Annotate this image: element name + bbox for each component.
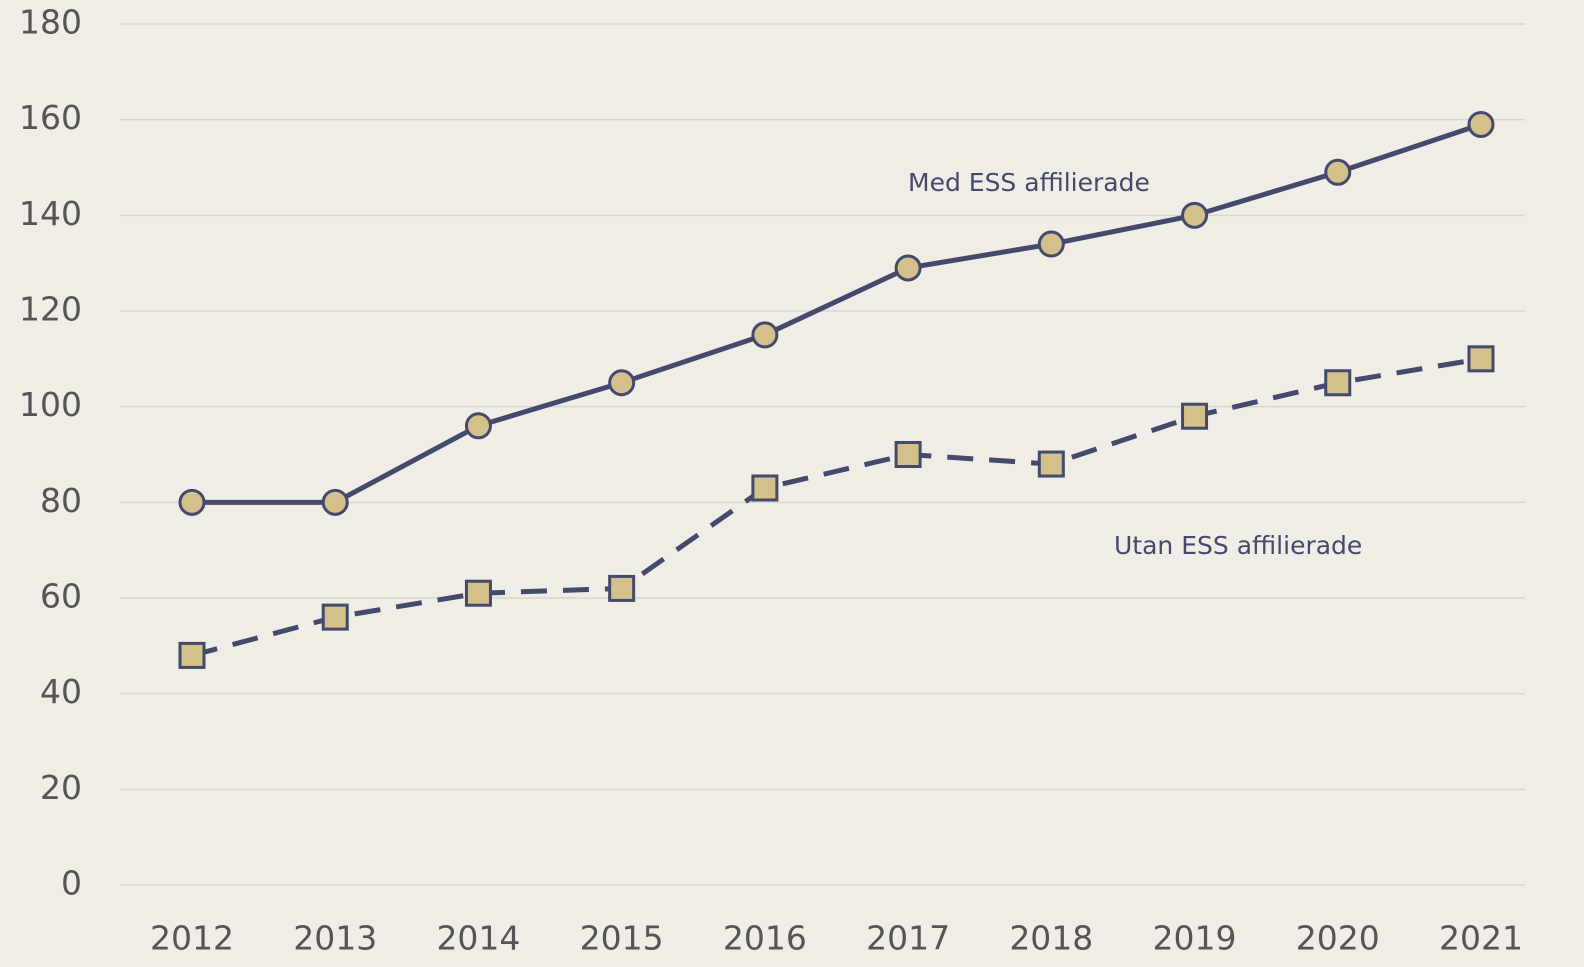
marker <box>464 579 492 607</box>
x-tick-label: 2012 <box>150 919 234 958</box>
x-tick-label: 2013 <box>293 919 377 958</box>
marker <box>464 412 492 440</box>
series-line <box>192 122 1482 505</box>
x-tick-label: 2016 <box>723 919 807 958</box>
x-tick-label: 2019 <box>1153 919 1237 958</box>
marker <box>321 488 349 516</box>
marker <box>1181 201 1209 229</box>
y-tick-label: 140 <box>19 194 82 233</box>
y-tick-label: 60 <box>40 577 82 616</box>
marker <box>1181 402 1209 430</box>
marker <box>751 321 779 349</box>
marker <box>1324 369 1352 397</box>
x-tick-label: 2018 <box>1009 919 1093 958</box>
series-line <box>191 356 1482 658</box>
y-tick-label: 20 <box>40 768 82 807</box>
marker <box>894 254 922 282</box>
marker <box>1037 450 1065 478</box>
y-tick-label: 100 <box>19 385 82 424</box>
x-tick-label: 2017 <box>866 919 950 958</box>
y-tick-label: 40 <box>40 672 82 711</box>
marker <box>1324 158 1352 186</box>
x-tick-label: 2014 <box>436 919 520 958</box>
marker <box>1467 110 1495 138</box>
y-tick-label: 0 <box>61 864 82 903</box>
marker <box>894 441 922 468</box>
y-tick-label: 180 <box>19 3 82 42</box>
marker <box>608 574 636 602</box>
x-tick-label: 2020 <box>1296 919 1380 958</box>
x-tick-label: 2015 <box>580 919 664 958</box>
marker <box>1467 345 1495 373</box>
y-tick-label: 120 <box>19 290 82 329</box>
y-tick-label: 160 <box>19 98 82 137</box>
marker <box>751 474 779 502</box>
marker <box>178 641 206 669</box>
x-tick-label: 2021 <box>1439 919 1523 958</box>
series-annotation: Utan ESS affilierade <box>1114 531 1362 560</box>
marker <box>1037 230 1065 258</box>
marker <box>321 603 349 631</box>
y-tick-label: 80 <box>40 481 82 520</box>
series-annotation: Med ESS affilierade <box>908 168 1150 197</box>
marker <box>608 369 636 397</box>
marker <box>178 488 206 516</box>
